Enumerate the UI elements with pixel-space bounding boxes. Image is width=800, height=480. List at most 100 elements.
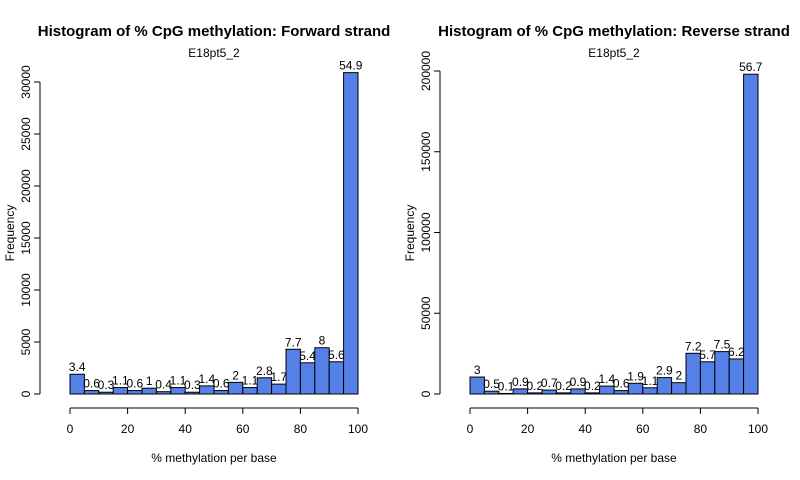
forward-bar-label: 0.6 <box>83 377 100 391</box>
reverse-bar <box>498 392 514 395</box>
reverse-chart-title: Histogram of % CpG methylation: Reverse … <box>438 23 790 40</box>
reverse-y-tick-label: 50000 <box>419 296 433 330</box>
reverse-bar <box>527 392 543 395</box>
forward-bar <box>314 347 330 395</box>
reverse-bar-label: 2.9 <box>656 364 673 378</box>
forward-bar-label: 1.1 <box>242 374 259 388</box>
forward-bar <box>184 391 201 395</box>
reverse-bar <box>613 390 629 395</box>
reverse-bar-label: 0.7 <box>541 376 558 390</box>
forward-bar-label: 2 <box>232 368 239 382</box>
forward-y-tick-label: 15000 <box>19 221 33 255</box>
reverse-bar <box>627 382 644 395</box>
forward-bar <box>98 391 114 395</box>
reverse-bar <box>483 390 500 395</box>
forward-bar <box>127 390 143 395</box>
forward-chart-title: Histogram of % CpG methylation: Forward … <box>38 23 391 40</box>
forward-y-axis-label: Frequency <box>3 205 17 262</box>
reverse-x-axis-label: % methylation per base <box>551 451 677 465</box>
forward-bar <box>112 387 129 395</box>
reverse-bar-label: 1.4 <box>598 372 615 386</box>
reverse-bar-label: 2 <box>675 369 682 383</box>
forward-bar <box>213 390 229 395</box>
forward-x-tick-label: 60 <box>236 422 250 436</box>
reverse-bar <box>469 376 485 395</box>
forward-strand-panel: Histogram of % CpG methylation: Forward … <box>3 23 390 465</box>
forward-bar <box>242 387 258 395</box>
reverse-bar-label: 0.2 <box>584 379 601 393</box>
forward-bar-label: 0.3 <box>98 378 115 392</box>
forward-bar-label: 0.4 <box>155 378 172 392</box>
forward-bar <box>299 362 316 395</box>
reverse-bar <box>584 392 601 395</box>
reverse-y-tick-label: 0 <box>419 390 433 397</box>
reverse-bar-label: 0.2 <box>555 379 572 393</box>
forward-bar <box>285 348 301 395</box>
reverse-y-tick-label: 150000 <box>419 131 433 171</box>
reverse-x-tick-label: 0 <box>467 422 474 436</box>
forward-bar-label: 1.1 <box>112 374 129 388</box>
forward-bar-label: 0.6 <box>213 377 230 391</box>
reverse-bar-label: 3 <box>474 363 481 377</box>
forward-bar <box>328 361 345 395</box>
forward-x-axis-label: % methylation per base <box>151 451 277 465</box>
forward-bar <box>170 387 186 395</box>
reverse-y-tick-label: 100000 <box>419 212 433 252</box>
forward-bar-label: 3.4 <box>69 360 86 374</box>
forward-x-tick-label: 100 <box>348 422 368 436</box>
forward-x-tick-label: 20 <box>121 422 135 436</box>
forward-bar-label: 0.3 <box>184 378 201 392</box>
reverse-y-axis-label: Frequency <box>403 205 417 262</box>
reverse-bar-label: 6.2 <box>728 345 745 359</box>
forward-y-tick-label: 30000 <box>19 65 33 99</box>
reverse-bar <box>541 389 557 395</box>
reverse-chart-subtitle: E18pt5_2 <box>588 46 640 60</box>
reverse-bar-label: 0.2 <box>526 379 543 393</box>
forward-bar-label: 5.4 <box>299 349 316 363</box>
forward-x-tick-label: 80 <box>294 422 308 436</box>
forward-x-tick-label: 40 <box>179 422 193 436</box>
forward-bar <box>199 385 215 395</box>
reverse-bar <box>599 385 615 395</box>
forward-bar <box>343 72 359 395</box>
reverse-bar-label: 0.9 <box>512 375 529 389</box>
forward-bar-label: 8 <box>319 334 326 348</box>
forward-bar-label: 5.6 <box>328 348 345 362</box>
reverse-bar-label: 0.6 <box>613 377 630 391</box>
reverse-bar-label: 0.9 <box>570 375 587 389</box>
reverse-x-tick-label: 20 <box>521 422 535 436</box>
reverse-strand-panel: Histogram of % CpG methylation: Reverse … <box>403 23 790 465</box>
reverse-bar <box>555 392 572 395</box>
reverse-y-tick-label: 200000 <box>419 51 433 91</box>
reverse-bar <box>743 73 759 395</box>
reverse-bar <box>570 388 586 395</box>
forward-bar-label: 7.7 <box>285 335 302 349</box>
forward-y-tick-label: 20000 <box>19 169 33 203</box>
forward-bar <box>69 373 85 395</box>
reverse-bar <box>714 351 730 395</box>
reverse-bar-label: 56.7 <box>739 60 763 74</box>
reverse-bar-label: 5.7 <box>699 348 716 362</box>
forward-bar <box>271 383 287 395</box>
forward-y-tick-label: 25000 <box>19 117 33 151</box>
reverse-x-tick-label: 80 <box>694 422 708 436</box>
reverse-x-tick-label: 40 <box>579 422 593 436</box>
reverse-bar-label: 0.1 <box>498 379 515 393</box>
forward-bar <box>141 387 157 395</box>
reverse-bar <box>699 361 716 395</box>
reverse-bar <box>671 382 687 395</box>
reverse-x-tick-label: 100 <box>748 422 768 436</box>
forward-bar-label: 1.4 <box>198 372 215 386</box>
reverse-bar-label: 1.1 <box>642 374 659 388</box>
forward-bar-label: 2.8 <box>256 364 273 378</box>
reverse-bar-label: 1.9 <box>627 369 644 383</box>
reverse-bar-label: 7.5 <box>714 338 731 352</box>
forward-bar-label: 1.7 <box>270 370 287 384</box>
reverse-bar <box>728 358 745 395</box>
reverse-bar-label: 0.5 <box>483 377 500 391</box>
forward-bar <box>155 391 172 395</box>
forward-y-tick-label: 10000 <box>19 273 33 307</box>
forward-bar-label: 0.6 <box>126 377 143 391</box>
forward-y-tick-label: 5000 <box>19 328 33 355</box>
